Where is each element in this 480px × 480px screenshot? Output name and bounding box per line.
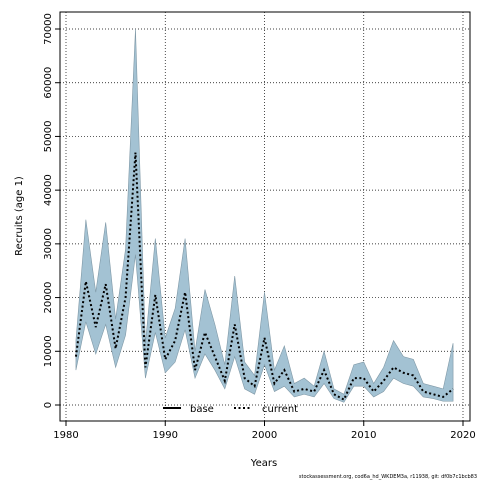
y-tick-label: 70000 [43,13,54,45]
y-axis-title: Recruits (age 1) [14,176,25,256]
legend-label-current: current [262,404,298,415]
legend: base current [163,404,298,415]
y-tick-label: 30000 [43,228,54,260]
x-tick-label: 2020 [450,430,475,441]
x-axis-title: Years [250,458,277,469]
legend-label-base: base [190,404,214,415]
y-tick-label: 10000 [43,335,54,367]
series-line-current [74,152,454,402]
y-tick-label: 60000 [43,67,54,99]
x-tick-label: 1980 [53,430,78,441]
y-tick-label: 20000 [43,282,54,314]
confidence-band-area [75,28,454,403]
estimate-line [74,152,454,402]
x-tick-label: 2010 [351,430,376,441]
axes: 1980 1990 2000 2010 2020 0 10000 20000 30000 4000… [43,11,476,441]
x-tick-label: 1990 [153,430,178,441]
x-tick-label: 2000 [252,430,277,441]
confidence-band [75,28,454,403]
y-tick-label: 50000 [43,121,54,153]
footer-note: stockassessment.org, cod6a_hd_WKDEM3a, r… [299,474,477,480]
y-tick-label: 40000 [43,174,54,206]
y-tick-label: 0 [43,402,54,408]
